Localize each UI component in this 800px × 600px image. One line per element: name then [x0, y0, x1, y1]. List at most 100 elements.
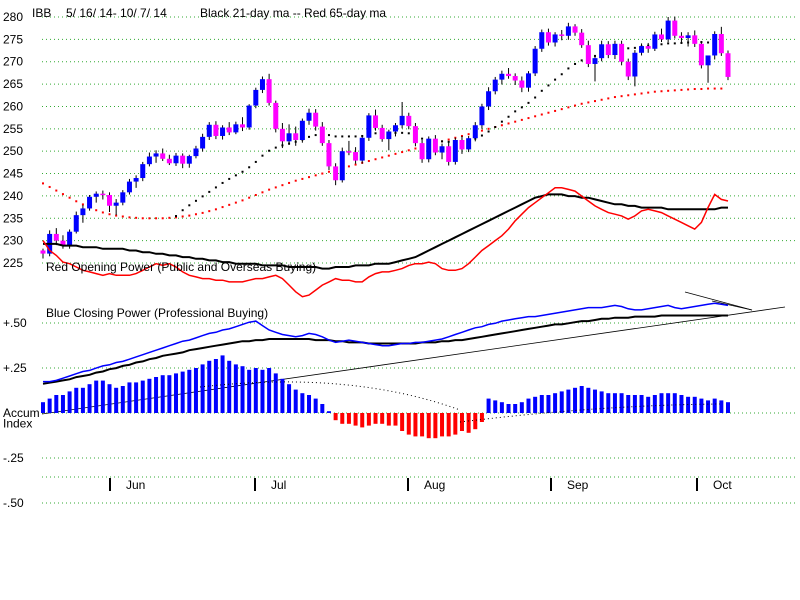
ma21-point: [421, 137, 424, 140]
accum-tick-label: -.25: [3, 451, 24, 465]
candle: [346, 140, 352, 156]
ma65-point: [141, 217, 144, 220]
accum-bar: [639, 395, 644, 413]
candle-body: [725, 53, 731, 77]
accum-bar: [147, 378, 152, 413]
candle: [153, 150, 159, 163]
candle: [113, 199, 119, 216]
accum-bar: [220, 355, 225, 413]
accum-bar: [47, 398, 52, 413]
candle-body: [639, 46, 645, 53]
candle-body: [599, 44, 605, 59]
candle: [93, 191, 99, 203]
accum-bar: [366, 413, 371, 426]
candle-body: [286, 133, 292, 142]
month-label: Oct: [713, 478, 732, 492]
accum-bar: [107, 384, 112, 413]
candle-body: [166, 158, 172, 164]
ma21-point: [554, 78, 557, 81]
accum-bar: [100, 380, 105, 413]
accum-bar: [267, 368, 272, 413]
ma21-point: [527, 101, 530, 104]
accum-bar: [41, 402, 45, 413]
accum-bar: [699, 398, 704, 413]
ma21-point: [480, 134, 483, 137]
accum-bar: [479, 413, 484, 422]
candle-body: [645, 46, 651, 49]
ma21-point: [327, 134, 330, 137]
candle: [639, 43, 645, 56]
candle-body: [539, 32, 545, 49]
ma21-point: [567, 67, 570, 70]
accum-bar: [519, 402, 524, 413]
ma65-point: [593, 100, 596, 103]
ma21-point: [221, 181, 224, 184]
ma65-point: [660, 90, 663, 93]
candle-body: [419, 143, 425, 160]
cp-resistance-trendline-2: [711, 300, 753, 311]
closing-power-title: Blue Closing Power (Professional Buying): [46, 306, 268, 320]
closing-power-trendlines: [41, 291, 786, 415]
ma21-point: [500, 120, 503, 123]
accum-tick-label: +.50: [3, 316, 27, 330]
accum-bar: [413, 413, 418, 437]
candle: [519, 76, 525, 93]
price-tick-label: 270: [3, 55, 23, 69]
accum-bar: [380, 413, 385, 424]
candle-body: [512, 76, 518, 81]
candle: [273, 100, 279, 133]
candle: [492, 76, 498, 95]
ma65-point: [168, 216, 171, 219]
ma65-point: [81, 203, 84, 206]
candle-body: [525, 73, 531, 88]
candle: [186, 154, 192, 168]
ma21-point: [181, 209, 184, 212]
price-tick-label: 255: [3, 122, 23, 136]
candle-body: [446, 146, 452, 162]
candle-body: [472, 125, 478, 139]
ma65-point: [587, 101, 590, 104]
candle: [53, 228, 59, 246]
candle: [692, 30, 698, 47]
candle: [107, 192, 113, 213]
candle: [705, 55, 711, 83]
candle-body: [412, 126, 418, 144]
cp-resistance-trendline: [684, 291, 753, 311]
candle-body: [612, 43, 618, 56]
candle: [572, 24, 578, 36]
ma65-point: [467, 133, 470, 136]
candle: [432, 135, 438, 156]
candle: [645, 42, 651, 53]
accum-bar: [233, 364, 238, 413]
month-label: Jul: [271, 478, 286, 492]
ma65-point: [580, 102, 583, 105]
ma21-point: [707, 41, 710, 44]
chart-header: IBB 5/ 16/ 14- 10/ 7/ 14 Black 21-day ma…: [32, 6, 386, 20]
accum-bar: [287, 384, 292, 413]
ma21-point: [407, 132, 410, 135]
price-tick-label: 275: [3, 32, 23, 46]
candle: [698, 41, 704, 69]
ma65-point: [514, 120, 517, 123]
price-tick-label: 240: [3, 189, 23, 203]
ma65-point: [700, 88, 703, 91]
candle-body: [506, 73, 512, 77]
ma65-point: [574, 104, 577, 107]
candle-body: [293, 133, 299, 140]
accum-bar: [692, 396, 697, 413]
accum-bar: [180, 371, 185, 413]
candle-body: [180, 155, 186, 164]
candle-body: [113, 202, 119, 206]
candle-body: [53, 233, 59, 241]
ma65-point: [248, 196, 251, 199]
accum-bar: [260, 369, 265, 413]
accum-bar: [459, 413, 464, 431]
accum-bar: [579, 386, 584, 413]
candle-body: [698, 43, 704, 66]
accum-bar: [140, 380, 145, 413]
candle-body: [692, 35, 698, 44]
candle-body: [439, 146, 445, 153]
ma65-point: [687, 88, 690, 91]
accum-dotted-trend: [199, 381, 461, 411]
candle-body: [313, 112, 319, 127]
